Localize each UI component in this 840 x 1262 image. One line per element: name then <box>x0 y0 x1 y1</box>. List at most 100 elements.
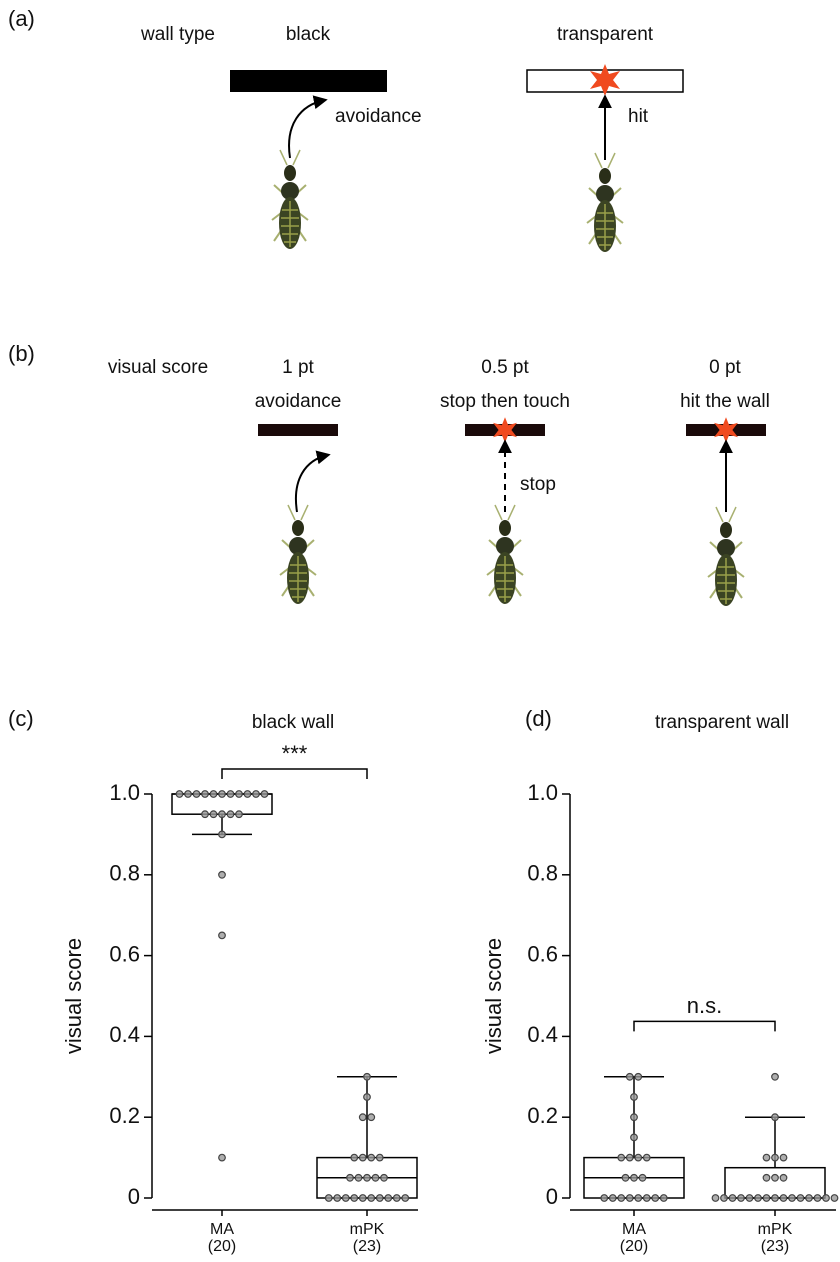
y-axis-label: visual score <box>61 938 86 1054</box>
data-point <box>350 1194 359 1202</box>
beetle <box>486 504 524 605</box>
data-point <box>762 1173 771 1182</box>
data-point <box>728 1194 737 1202</box>
data-point <box>830 1194 839 1202</box>
data-point <box>218 1153 226 1162</box>
data-point <box>354 1173 363 1182</box>
data-point <box>617 1194 626 1202</box>
data-point <box>711 1194 720 1202</box>
data-point <box>720 1194 728 1202</box>
x-tick-label: MA <box>622 1221 646 1238</box>
y-tick-label: 0.2 <box>109 1103 140 1128</box>
data-point <box>226 790 235 798</box>
score: 0.5 pt <box>481 357 529 378</box>
data-point <box>363 1072 371 1081</box>
y-tick-label: 0.8 <box>109 861 140 886</box>
data-point <box>363 1093 371 1101</box>
data-point <box>243 790 252 798</box>
panel-a: (a) wall type black transparent avoidanc… <box>8 6 684 253</box>
y-tick-label: 0 <box>128 1184 140 1209</box>
data-point <box>771 1173 779 1182</box>
beetle <box>707 506 745 607</box>
x-tick-label: mPK <box>758 1221 793 1238</box>
data-point <box>822 1194 830 1202</box>
data-point <box>367 1153 376 1162</box>
panel-label: (c) <box>8 706 34 731</box>
panel-b: (b) visual score 1 pt avoidance 0.5 pt s… <box>8 341 770 607</box>
data-point <box>226 810 235 819</box>
data-point <box>363 1173 371 1182</box>
data-point <box>192 790 201 798</box>
data-point <box>358 1194 367 1202</box>
significance-bracket <box>633 1020 776 1032</box>
row-label: visual score <box>108 357 208 378</box>
data-point <box>218 931 226 940</box>
data-point <box>358 1153 367 1162</box>
data-point <box>625 1194 634 1202</box>
data-point <box>184 790 192 798</box>
chart-title: transparent wall <box>655 712 789 733</box>
action-label: hit <box>628 106 649 127</box>
data-point <box>367 1194 376 1202</box>
category-note: (20) <box>620 1238 648 1255</box>
y-tick-label: 0.8 <box>527 861 558 886</box>
wall <box>258 424 338 436</box>
data-point <box>333 1194 342 1202</box>
data-point <box>252 790 260 798</box>
data-point <box>235 810 243 819</box>
data-point <box>771 1072 779 1081</box>
data-point <box>324 1194 333 1202</box>
y-tick-label: 1.0 <box>109 780 140 805</box>
significance-bracket <box>221 768 368 779</box>
y-tick-label: 0.4 <box>527 1022 558 1047</box>
data-point <box>779 1173 788 1182</box>
data-point <box>358 1113 367 1122</box>
y-tick-label: 0.4 <box>109 1022 140 1047</box>
panel-label: (a) <box>8 6 35 31</box>
data-point <box>218 810 226 819</box>
data-point <box>625 1153 634 1162</box>
data-point <box>805 1194 813 1202</box>
data-point <box>371 1173 380 1182</box>
category-note: (23) <box>761 1238 789 1255</box>
chart-title: black wall <box>252 712 334 733</box>
data-point <box>813 1194 822 1202</box>
y-tick-label: 0 <box>546 1184 558 1209</box>
data-point <box>642 1153 651 1162</box>
data-point <box>201 790 209 798</box>
annotation: n.s. <box>687 993 722 1018</box>
data-point <box>630 1133 638 1142</box>
note: stop <box>520 474 556 495</box>
data-point <box>608 1194 617 1202</box>
action-label: avoidance <box>335 106 422 127</box>
data-point <box>779 1153 788 1162</box>
data-point <box>375 1153 384 1162</box>
data-point <box>651 1194 660 1202</box>
data-point <box>762 1153 771 1162</box>
data-point <box>218 790 226 798</box>
data-point <box>771 1194 779 1202</box>
data-point <box>621 1173 630 1182</box>
black-wall <box>230 70 387 92</box>
score: 1 pt <box>282 357 314 378</box>
data-point <box>209 790 218 798</box>
data-point <box>235 790 243 798</box>
row-label: wall type <box>140 24 215 45</box>
data-point <box>642 1194 651 1202</box>
data-point <box>630 1173 638 1182</box>
y-axis-label: visual score <box>481 938 506 1054</box>
data-point <box>367 1113 376 1122</box>
data-point <box>346 1173 354 1182</box>
y-tick-label: 1.0 <box>527 780 558 805</box>
data-point <box>796 1194 805 1202</box>
data-point <box>401 1194 410 1202</box>
data-point <box>201 810 209 819</box>
data-point <box>634 1072 643 1081</box>
data-point <box>788 1194 796 1202</box>
action-label: avoidance <box>255 391 342 412</box>
data-point <box>341 1194 350 1202</box>
data-point <box>638 1173 647 1182</box>
data-point <box>625 1072 634 1081</box>
